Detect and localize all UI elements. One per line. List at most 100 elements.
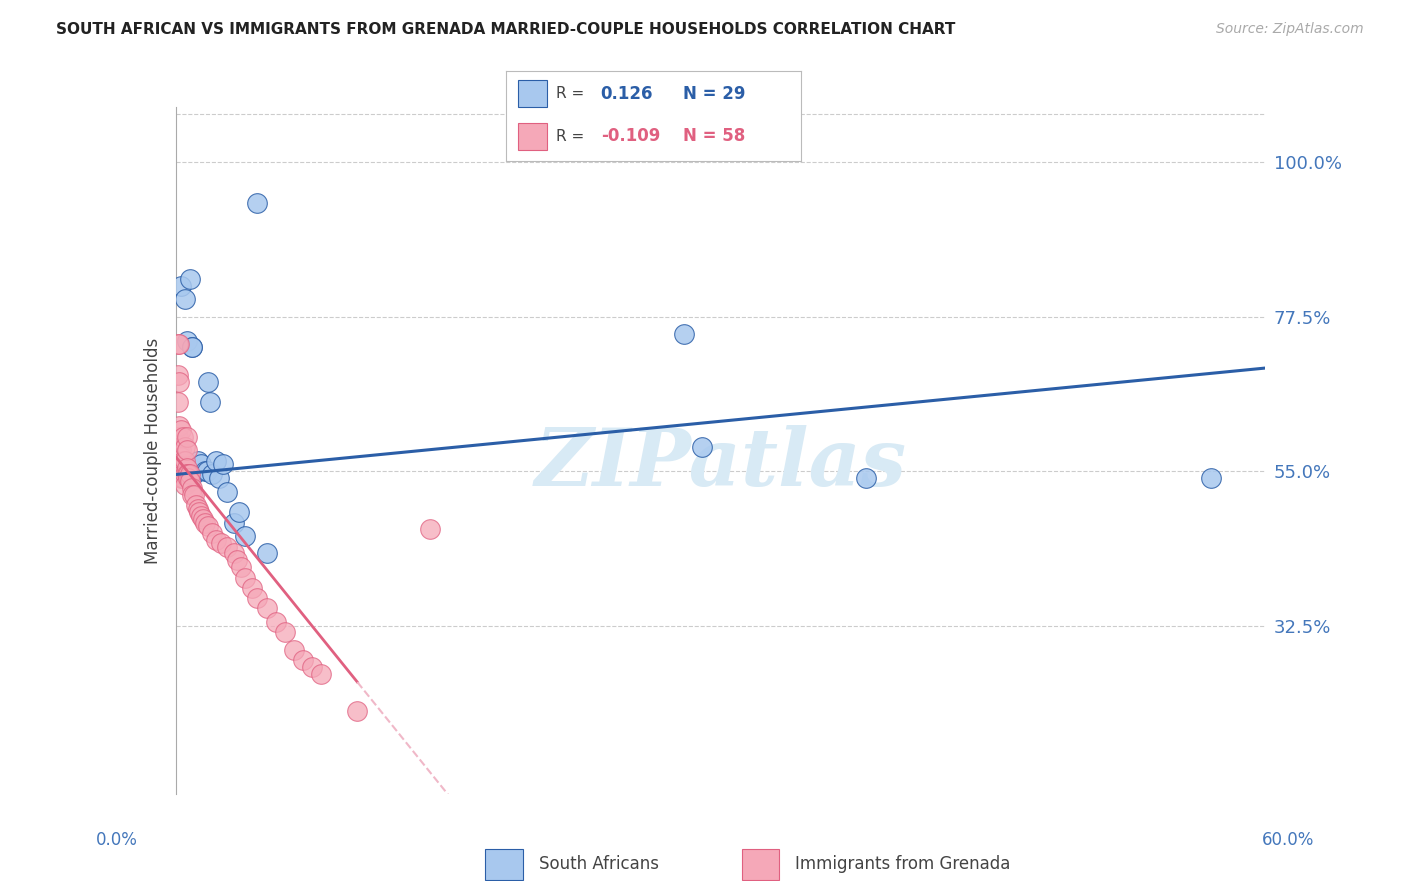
Point bbox=[309, 666, 332, 681]
Point bbox=[200, 395, 222, 409]
Point bbox=[222, 546, 245, 561]
Point bbox=[181, 488, 204, 502]
Point bbox=[188, 505, 211, 519]
Point bbox=[166, 467, 188, 482]
Point bbox=[177, 471, 200, 485]
Point bbox=[228, 505, 250, 519]
Point bbox=[172, 467, 194, 482]
Point bbox=[283, 642, 305, 657]
Point bbox=[231, 560, 253, 574]
Point bbox=[183, 467, 205, 482]
Point bbox=[201, 467, 224, 482]
Point bbox=[191, 512, 214, 526]
Point bbox=[170, 471, 193, 485]
Y-axis label: Married-couple Households: Married-couple Households bbox=[143, 337, 162, 564]
Text: South Africans: South Africans bbox=[538, 855, 659, 873]
Point bbox=[855, 471, 877, 485]
Point bbox=[177, 467, 200, 482]
Point bbox=[212, 457, 235, 471]
Point bbox=[226, 553, 249, 567]
Text: R =: R = bbox=[557, 129, 585, 144]
Point bbox=[215, 484, 238, 499]
Point bbox=[204, 454, 226, 468]
Point bbox=[169, 419, 191, 434]
Point bbox=[209, 536, 232, 550]
Point bbox=[172, 471, 194, 485]
Text: 60.0%: 60.0% bbox=[1263, 831, 1315, 849]
Point bbox=[181, 481, 204, 495]
Point bbox=[170, 443, 193, 458]
Point bbox=[204, 533, 226, 547]
Point bbox=[176, 334, 198, 348]
Point bbox=[169, 375, 191, 389]
Text: 0.0%: 0.0% bbox=[96, 831, 138, 849]
Point bbox=[264, 615, 287, 630]
Text: ZIPatlas: ZIPatlas bbox=[534, 425, 907, 503]
Text: 0.126: 0.126 bbox=[600, 85, 654, 103]
Point bbox=[166, 395, 188, 409]
Point bbox=[186, 501, 209, 516]
Point bbox=[246, 196, 269, 211]
Point bbox=[256, 546, 278, 561]
Text: Immigrants from Grenada: Immigrants from Grenada bbox=[796, 855, 1011, 873]
Point bbox=[173, 467, 195, 482]
Point bbox=[169, 337, 191, 351]
Point bbox=[173, 454, 195, 468]
Point bbox=[172, 430, 194, 444]
Point bbox=[173, 293, 195, 307]
Point bbox=[166, 368, 188, 382]
Point bbox=[176, 460, 198, 475]
Point bbox=[176, 443, 198, 458]
Point bbox=[291, 653, 314, 667]
Point bbox=[195, 464, 218, 478]
Point bbox=[172, 454, 194, 468]
Point bbox=[692, 440, 714, 454]
Point bbox=[673, 326, 696, 341]
Point bbox=[215, 540, 238, 554]
Text: N = 58: N = 58 bbox=[683, 128, 745, 145]
Point bbox=[181, 340, 204, 354]
Point bbox=[346, 705, 368, 719]
Point bbox=[179, 272, 201, 286]
Point bbox=[179, 467, 201, 482]
Point bbox=[419, 523, 441, 537]
Point bbox=[301, 660, 323, 674]
Point bbox=[240, 581, 263, 595]
Point bbox=[176, 430, 198, 444]
Point bbox=[173, 478, 195, 492]
Point bbox=[173, 440, 195, 454]
Point bbox=[186, 454, 209, 468]
Point bbox=[256, 601, 278, 615]
Text: R =: R = bbox=[557, 87, 585, 101]
Point bbox=[166, 337, 188, 351]
Point bbox=[1199, 471, 1222, 485]
Point bbox=[170, 450, 193, 465]
Point bbox=[222, 516, 245, 530]
Point bbox=[166, 447, 188, 461]
Point bbox=[166, 430, 188, 444]
Point bbox=[197, 519, 219, 533]
Point bbox=[190, 457, 212, 471]
Point bbox=[176, 467, 198, 482]
Bar bbox=[742, 849, 779, 880]
Point bbox=[169, 443, 191, 458]
Text: SOUTH AFRICAN VS IMMIGRANTS FROM GRENADA MARRIED-COUPLE HOUSEHOLDS CORRELATION C: SOUTH AFRICAN VS IMMIGRANTS FROM GRENADA… bbox=[56, 22, 956, 37]
Point bbox=[201, 525, 224, 540]
Point bbox=[233, 529, 256, 543]
Bar bbox=[517, 123, 547, 150]
Bar bbox=[517, 80, 547, 107]
Point bbox=[246, 591, 269, 606]
Point bbox=[184, 499, 207, 513]
Point bbox=[197, 375, 219, 389]
Bar bbox=[485, 849, 523, 880]
Point bbox=[179, 475, 201, 489]
Point bbox=[194, 464, 217, 478]
Point bbox=[233, 570, 256, 584]
Point bbox=[194, 516, 217, 530]
Point bbox=[274, 625, 297, 640]
Point bbox=[172, 457, 194, 471]
Point bbox=[181, 340, 204, 354]
Point bbox=[170, 423, 193, 437]
Point bbox=[183, 488, 205, 502]
Text: -0.109: -0.109 bbox=[600, 128, 659, 145]
